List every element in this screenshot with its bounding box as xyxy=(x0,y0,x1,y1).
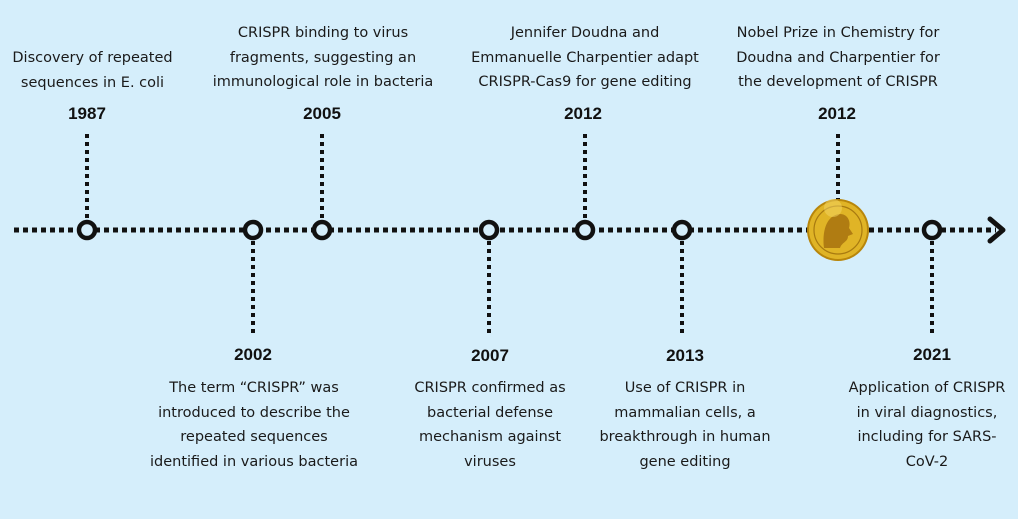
event-2012-nobel-description: Nobel Prize in Chemistry for Doudna and … xyxy=(722,21,954,95)
event-8-line-3: including for SARS- xyxy=(838,425,1016,450)
event-8-line-1: Application of CRISPR xyxy=(838,376,1016,401)
event-5-line-3: CRISPR-Cas9 for gene editing xyxy=(460,70,710,95)
event-3-line-2: fragments, suggesting an xyxy=(203,46,443,71)
nobel-medal-icon xyxy=(807,199,869,261)
event-1987-description: Discovery of repeated sequences in E. co… xyxy=(0,46,185,95)
event-2005-description: CRISPR binding to virus fragments, sugge… xyxy=(203,21,443,95)
event-2013-year: 2013 xyxy=(625,346,745,366)
event-2012-nobel-year: 2012 xyxy=(777,104,897,124)
event-6-line-4: gene editing xyxy=(587,450,783,475)
event-2013-description: Use of CRISPR in mammalian cells, a brea… xyxy=(587,376,783,474)
event-6-line-1: Use of CRISPR in xyxy=(587,376,783,401)
event-7-line-3: the development of CRISPR xyxy=(722,70,954,95)
event-2-line-2: introduced to describe the xyxy=(143,401,365,426)
event-1-line-2: sequences in E. coli xyxy=(0,71,185,96)
event-5-line-1: Jennifer Doudna and xyxy=(460,21,710,46)
event-6-line-3: breakthrough in human xyxy=(587,425,783,450)
event-4-line-1: CRISPR confirmed as xyxy=(405,376,575,401)
event-8-line-2: in viral diagnostics, xyxy=(838,401,1016,426)
event-2-line-4: identified in various bacteria xyxy=(143,450,365,475)
event-3-line-1: CRISPR binding to virus xyxy=(203,21,443,46)
event-2007-year: 2007 xyxy=(430,346,550,366)
event-7-line-2: Doudna and Charpentier for xyxy=(722,46,954,71)
timeline-node-1 xyxy=(79,222,95,238)
timeline-node-6 xyxy=(674,222,690,238)
connectors xyxy=(87,134,932,333)
timeline-node-2 xyxy=(245,222,261,238)
event-6-line-2: mammalian cells, a xyxy=(587,401,783,426)
event-8-line-4: CoV-2 xyxy=(838,450,1016,475)
event-7-line-1: Nobel Prize in Chemistry for xyxy=(722,21,954,46)
event-2002-description: The term “CRISPR” was introduced to desc… xyxy=(143,376,365,474)
timeline-node-5 xyxy=(577,222,593,238)
event-4-line-3: mechanism against xyxy=(405,425,575,450)
event-2012-gene-editing-description: Jennifer Doudna and Emmanuelle Charpenti… xyxy=(460,21,710,95)
timeline-node-3 xyxy=(314,222,330,238)
event-4-line-4: viruses xyxy=(405,450,575,475)
event-3-line-3: immunological role in bacteria xyxy=(203,70,443,95)
event-2021-year: 2021 xyxy=(872,345,992,365)
timeline-node-4 xyxy=(481,222,497,238)
event-2007-description: CRISPR confirmed as bacterial defense me… xyxy=(405,376,575,474)
event-4-line-2: bacterial defense xyxy=(405,401,575,426)
event-1987-year: 1987 xyxy=(27,104,147,124)
event-2-line-1: The term “CRISPR” was xyxy=(143,376,365,401)
event-2021-description: Application of CRISPR in viral diagnosti… xyxy=(838,376,1016,474)
event-1-line-1: Discovery of repeated xyxy=(0,46,185,71)
event-2002-year: 2002 xyxy=(193,345,313,365)
event-5-line-2: Emmanuelle Charpentier adapt xyxy=(460,46,710,71)
arrow-head-icon xyxy=(990,219,1003,241)
event-2005-year: 2005 xyxy=(262,104,382,124)
event-2-line-3: repeated sequences xyxy=(143,425,365,450)
timeline-node-8 xyxy=(924,222,940,238)
event-2012-gene-editing-year: 2012 xyxy=(523,104,643,124)
